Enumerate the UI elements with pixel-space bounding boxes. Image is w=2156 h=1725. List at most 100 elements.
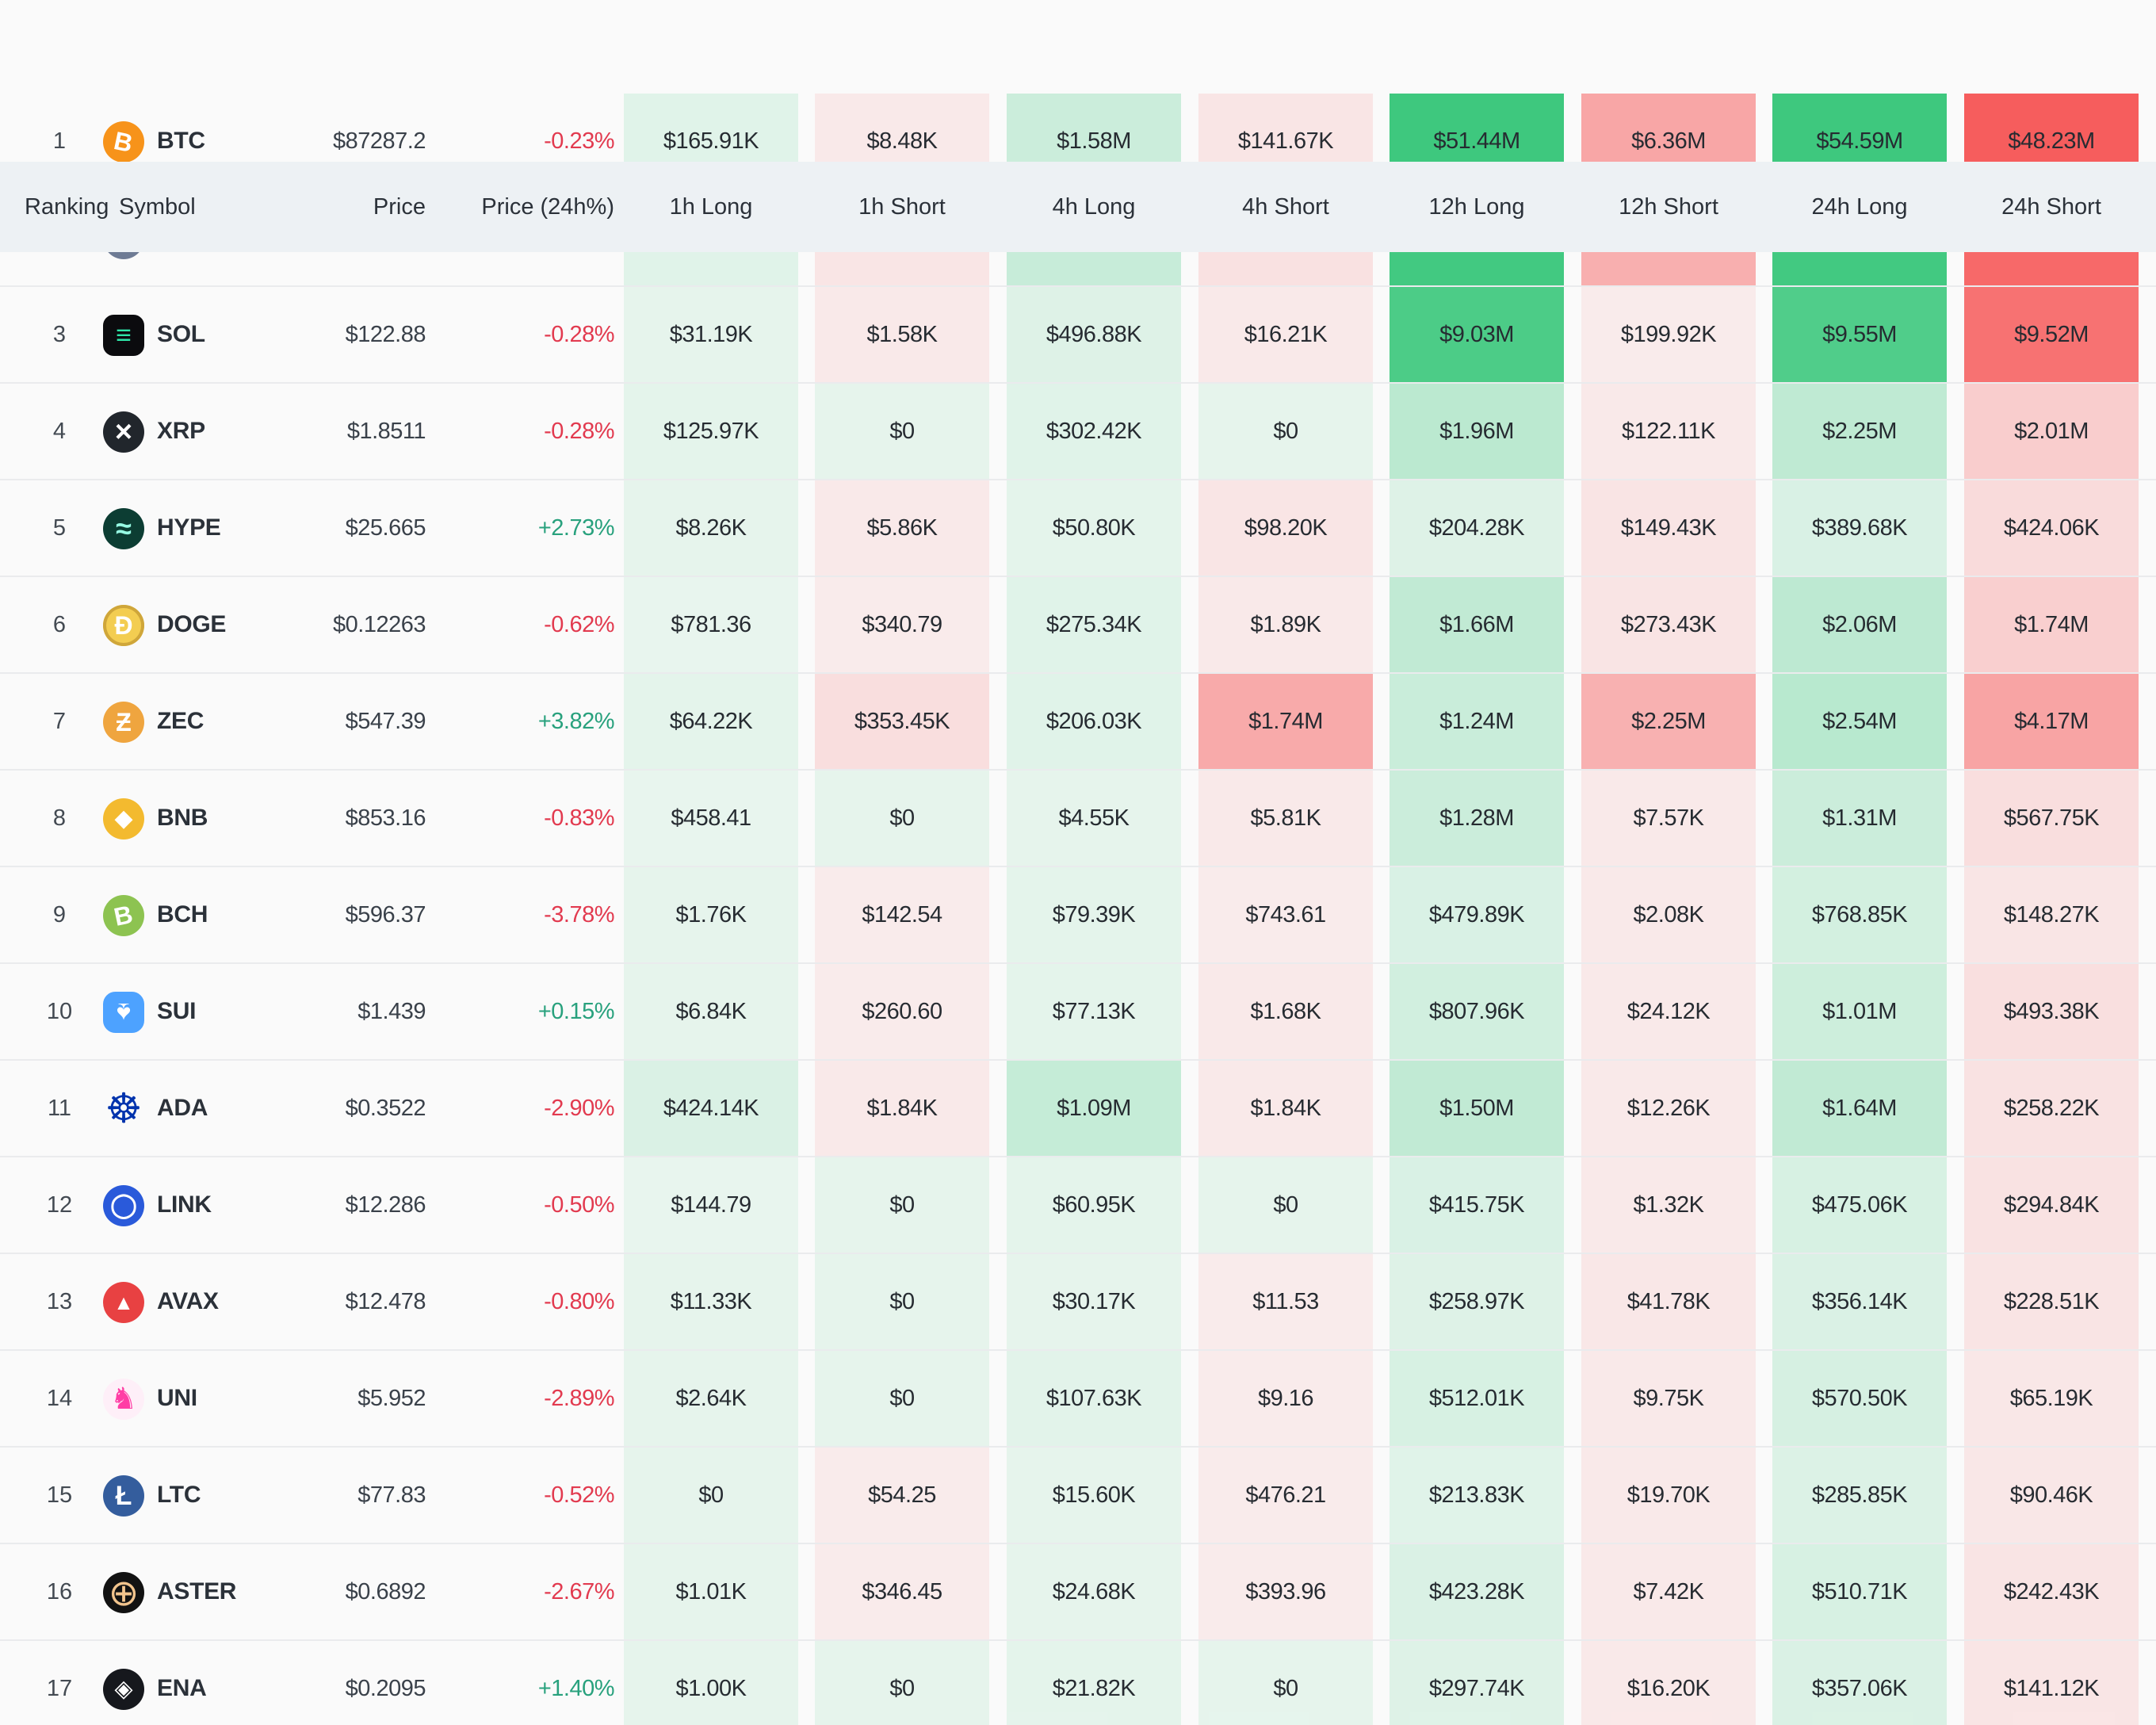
bnb-coin-icon: ◆ bbox=[103, 798, 144, 840]
liq-cell-bg bbox=[1007, 384, 1181, 479]
table-row-zec[interactable]: $64.22K $353.45K $206.03K $1.74M $1.24M $2.25… bbox=[0, 674, 2156, 771]
liq-cell-bg bbox=[1390, 1157, 1564, 1253]
liq-cell-value: $423.28K bbox=[1428, 1578, 1525, 1605]
liq-cell-value: $1.00K bbox=[675, 1675, 747, 1701]
liq-cell-bg bbox=[624, 577, 798, 672]
liq-cell-value: $125.97K bbox=[663, 418, 759, 444]
liq-cell-bg bbox=[1581, 287, 1756, 382]
table-row-ada[interactable]: $424.14K $1.84K $1.09M $1.84K $1.50M $12.26K $… bbox=[0, 1061, 2156, 1157]
symbol-label[interactable]: BTC bbox=[157, 128, 205, 154]
liq-cell-value: $1.24M bbox=[1439, 708, 1514, 734]
liq-cell-value: $54.59M bbox=[1816, 128, 1903, 154]
column-header-24h-short[interactable]: 24h Short bbox=[2001, 193, 2101, 220]
liq-cell-value: $2.64K bbox=[675, 1385, 747, 1411]
symbol-label[interactable]: ENA bbox=[157, 1675, 207, 1701]
table-row-link[interactable]: $144.79 $0 $60.95K $0 $415.75K $1.32K $475.06K… bbox=[0, 1157, 2156, 1254]
symbol-label[interactable]: ASTER bbox=[157, 1578, 237, 1605]
symbol-label[interactable]: BNB bbox=[157, 805, 208, 831]
ranking-number: 12 bbox=[46, 1191, 73, 1218]
table-row-ena[interactable]: $1.00K $0 $21.82K $0 $297.74K $16.20K $357.06K… bbox=[0, 1641, 2156, 1725]
ranking-number: 7 bbox=[52, 708, 67, 734]
liq-cell-value: $19.70K bbox=[1627, 1482, 1711, 1508]
liq-cell-bg bbox=[1964, 1254, 2139, 1349]
symbol-label[interactable]: AVAX bbox=[157, 1288, 219, 1314]
liq-cell-bg bbox=[1198, 1061, 1373, 1156]
column-header-price[interactable]: Price bbox=[373, 193, 426, 220]
table-row-uni[interactable]: $2.64K $0 $107.63K $9.16 $512.01K $9.75K $570.… bbox=[0, 1351, 2156, 1448]
column-header-24h-long[interactable]: 24h Long bbox=[1811, 193, 1908, 220]
column-header-price-24h-[interactable]: Price (24h%) bbox=[481, 193, 614, 220]
liq-cell-value: $1.64M bbox=[1822, 1095, 1897, 1121]
table-row-bch[interactable]: $1.76K $142.54 $79.39K $743.61 $479.89K $2.08… bbox=[0, 867, 2156, 964]
liq-cell-bg bbox=[1198, 964, 1373, 1059]
table-row-avax[interactable]: $11.33K $0 $30.17K $11.53 $258.97K $41.78K $35… bbox=[0, 1254, 2156, 1351]
liq-cell-value: $1.28M bbox=[1439, 805, 1514, 831]
liq-cell-value: $213.83K bbox=[1428, 1482, 1525, 1508]
liq-cell-value: $0 bbox=[698, 1482, 724, 1508]
liq-cell-bg bbox=[1772, 867, 1947, 962]
ranking-number: 17 bbox=[46, 1675, 73, 1701]
liq-cell-value: $11.53 bbox=[1252, 1288, 1319, 1314]
liq-cell-value: $242.43K bbox=[2003, 1578, 2100, 1605]
symbol-label[interactable]: BCH bbox=[157, 901, 208, 928]
liq-cell-bg bbox=[815, 1157, 989, 1253]
liq-cell-value: $90.46K bbox=[2009, 1482, 2093, 1508]
aster-coin-icon: ⊕ bbox=[103, 1572, 144, 1613]
ranking-number: 16 bbox=[46, 1578, 73, 1605]
column-header-4h-short[interactable]: 4h Short bbox=[1242, 193, 1329, 220]
symbol-label[interactable]: XRP bbox=[157, 418, 205, 444]
ranking-number: 14 bbox=[46, 1385, 73, 1411]
column-header-12h-long[interactable]: 12h Long bbox=[1428, 193, 1525, 220]
liq-cell-bg bbox=[815, 1448, 989, 1543]
liq-cell-value: $9.55M bbox=[1822, 321, 1897, 347]
liq-cell-bg bbox=[624, 771, 798, 866]
table-row-bnb[interactable]: $458.41 $0 $4.55K $5.81K $1.28M $7.57K $1.31M $… bbox=[0, 771, 2156, 867]
ranking-number: 9 bbox=[52, 901, 67, 928]
column-header-12h-short[interactable]: 12h Short bbox=[1619, 193, 1718, 220]
zec-coin-icon: Ƶ bbox=[103, 702, 144, 743]
ranking-number: 1 bbox=[52, 128, 67, 154]
liq-cell-bg bbox=[624, 1544, 798, 1639]
liq-cell-bg bbox=[624, 1448, 798, 1543]
symbol-label[interactable]: DOGE bbox=[157, 611, 227, 637]
liq-cell-bg bbox=[1007, 1061, 1181, 1156]
column-header-1h-short[interactable]: 1h Short bbox=[858, 193, 946, 220]
table-row-xrp[interactable]: $125.97K $0 $302.42K $0 $1.96M $122.11K $2.25M… bbox=[0, 384, 2156, 480]
liq-cell-bg bbox=[1772, 1641, 1947, 1725]
liq-cell-bg bbox=[624, 1157, 798, 1253]
table-row-aster[interactable]: $1.01K $346.45 $24.68K $393.96 $423.28K $7.42… bbox=[0, 1544, 2156, 1641]
liq-cell-bg bbox=[815, 287, 989, 382]
liq-cell-bg bbox=[1581, 1641, 1756, 1725]
table-row-hype[interactable]: $8.26K $5.86K $50.80K $98.20K $204.28K $149.4… bbox=[0, 480, 2156, 577]
avax-coin-icon: ▲ bbox=[103, 1282, 144, 1323]
symbol-label[interactable]: SUI bbox=[157, 998, 197, 1024]
liq-cell-value: $2.25M bbox=[1822, 418, 1897, 444]
liq-cell-bg bbox=[1581, 1157, 1756, 1253]
liq-cell-bg bbox=[1198, 1544, 1373, 1639]
column-header-1h-long[interactable]: 1h Long bbox=[669, 193, 753, 220]
table-row-doge[interactable]: $781.36 $340.79 $275.34K $1.89K $1.66M $273.4… bbox=[0, 577, 2156, 674]
price-value: $12.286 bbox=[345, 1191, 426, 1218]
table-row-btc[interactable]: $165.91K $8.48K $1.58M $141.67K $51.44M $6.36… bbox=[0, 94, 2156, 190]
table-row-ltc[interactable]: $0 $54.25 $15.60K $476.21 $213.83K $19.70K $28… bbox=[0, 1448, 2156, 1544]
column-header-symbol[interactable]: Symbol bbox=[119, 193, 196, 220]
column-header-4h-long[interactable]: 4h Long bbox=[1052, 193, 1136, 220]
symbol-label[interactable]: SOL bbox=[157, 321, 205, 347]
liq-cell-bg bbox=[1581, 577, 1756, 672]
liq-cell-bg bbox=[1007, 1448, 1181, 1543]
column-header-ranking[interactable]: Ranking bbox=[25, 193, 109, 220]
symbol-label[interactable]: HYPE bbox=[157, 514, 221, 541]
symbol-label[interactable]: LTC bbox=[157, 1482, 201, 1508]
price-change-24h: -2.90% bbox=[544, 1095, 614, 1121]
symbol-label[interactable]: ADA bbox=[157, 1095, 208, 1121]
table-row-sui[interactable]: $6.84K $260.60 $77.13K $1.68K $807.96K $24.12… bbox=[0, 964, 2156, 1061]
sui-coin-icon: ♠ bbox=[103, 992, 144, 1033]
liq-cell-value: $4.17M bbox=[2014, 708, 2089, 734]
symbol-label[interactable]: LINK bbox=[157, 1191, 212, 1218]
symbol-label[interactable]: ZEC bbox=[157, 708, 205, 734]
liq-cell-bg bbox=[1198, 480, 1373, 576]
table-row-sol[interactable]: $31.19K $1.58K $496.88K $16.21K $9.03M $199.9… bbox=[0, 287, 2156, 384]
symbol-label[interactable]: UNI bbox=[157, 1385, 197, 1411]
liq-cell-bg bbox=[1964, 1351, 2139, 1446]
liq-cell-value: $768.85K bbox=[1811, 901, 1908, 928]
